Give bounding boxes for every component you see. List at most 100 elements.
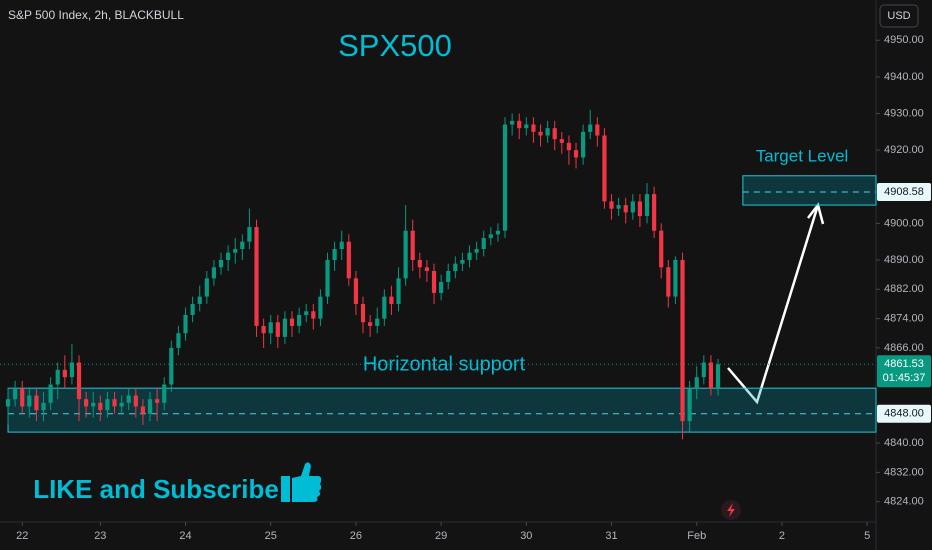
arrow (727, 204, 820, 405)
candle-body (169, 347, 174, 385)
candle-body (644, 194, 650, 217)
candle-body (282, 318, 288, 337)
candle-body (368, 322, 373, 326)
candle-body (268, 322, 273, 334)
candle-body (382, 296, 387, 319)
price-label-box (877, 404, 931, 423)
candle-body (13, 388, 18, 400)
x-tick-label: 22 (16, 530, 28, 542)
annotation: LIKE and Subscribe (33, 474, 279, 504)
last-price-box (877, 355, 931, 388)
chart-subtitle: S&P 500 Index, 2h, BLACKBULL (8, 8, 184, 22)
zone-label: Target Level (756, 146, 849, 165)
candle-body (602, 135, 607, 202)
candle-body (666, 267, 671, 297)
candle-body (289, 318, 295, 326)
candle-body (211, 267, 217, 279)
candle-body (559, 139, 564, 143)
candle-body (84, 399, 89, 407)
candle-body (41, 402, 46, 411)
candle-body (510, 120, 515, 125)
candle-body (190, 303, 195, 315)
candle-body (247, 227, 252, 242)
candle-body (133, 395, 138, 407)
candle-body (98, 402, 103, 411)
candle-body (155, 399, 160, 403)
y-tick-label: 4840.00 (884, 437, 924, 449)
zone-label: Horizontal support (363, 353, 526, 375)
candle-body (453, 263, 458, 271)
candle-body (687, 388, 692, 422)
candle-body (616, 205, 621, 209)
candle-body (91, 402, 96, 407)
candle-body (20, 388, 25, 407)
candle-body (474, 249, 479, 253)
y-tick-label: 4882.00 (884, 283, 924, 295)
candle-body (27, 395, 32, 407)
candle-body (112, 399, 117, 407)
candle-body (297, 314, 302, 326)
y-tick-label: 4920.00 (884, 144, 924, 156)
candle-body (595, 124, 600, 136)
candle-body (48, 384, 53, 403)
candle-body (240, 241, 245, 250)
candle-body (226, 252, 231, 260)
candle-body (431, 270, 437, 293)
candle-body (140, 406, 146, 414)
candle-body (552, 128, 557, 140)
candle-body (581, 131, 586, 158)
candle-body (467, 252, 472, 260)
y-tick-label: 4900.00 (884, 217, 924, 229)
candle-body (375, 318, 380, 326)
candle-body (446, 270, 451, 282)
candle-body (254, 227, 259, 326)
y-tick-label: 4866.00 (884, 342, 924, 354)
currency-button[interactable] (879, 4, 919, 28)
candle-body (573, 150, 579, 158)
candle-body (311, 311, 316, 319)
y-tick-label: 4930.00 (884, 107, 924, 119)
candle-body (424, 267, 430, 271)
candle-body (460, 260, 465, 264)
candle-body (346, 241, 351, 279)
candle-body (275, 322, 280, 337)
candle-body (360, 303, 366, 323)
x-tick-label: 26 (350, 530, 362, 542)
candle-body (389, 296, 394, 304)
candle-body (524, 124, 529, 129)
candle-body (55, 369, 60, 385)
y-tick-label: 4950.00 (884, 34, 924, 46)
x-tick-label: Feb (687, 530, 706, 542)
candle-body (630, 201, 635, 213)
plot (0, 109, 877, 440)
candle-body (218, 260, 224, 268)
candle-body (325, 260, 330, 297)
candle-body (34, 395, 39, 411)
candle-body (304, 311, 309, 315)
candle-body (694, 377, 699, 389)
y-tick-label: 4874.00 (884, 312, 924, 324)
candle-body (538, 131, 543, 136)
candle-body (339, 241, 344, 250)
candle-body (410, 230, 415, 260)
price-label-box (877, 182, 931, 201)
candle-body (126, 395, 131, 403)
price-label: 4848.00 (884, 408, 924, 420)
candle-body (708, 362, 714, 389)
x-tick-label: 2 (779, 530, 785, 542)
x-tick-label: 24 (179, 530, 191, 542)
countdown-label: 01:45:37 (883, 372, 926, 384)
price-label: 4908.58 (884, 186, 924, 198)
alert-bolt (727, 503, 735, 517)
candle-body (353, 278, 359, 304)
candle-body (531, 124, 536, 132)
candle-body (715, 364, 721, 389)
x-tick-label: 25 (265, 530, 277, 542)
candle-body (566, 142, 572, 151)
y-tick-label: 4940.00 (884, 71, 924, 83)
candle-body (162, 384, 167, 403)
y-tick-label: 4832.00 (884, 466, 924, 478)
candle-body (673, 260, 678, 297)
